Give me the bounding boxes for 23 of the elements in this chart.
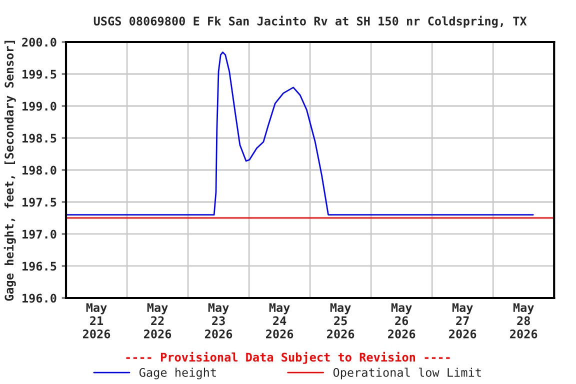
y-axis-title: Gage height, feet, [Secondary Sensor] xyxy=(4,40,16,301)
legend-label: Gage height xyxy=(139,368,216,380)
x-tick-label: May 27 2026 xyxy=(449,303,476,338)
x-tick-label: May 21 2026 xyxy=(82,303,110,338)
y-tick-label: 198.5 xyxy=(22,134,56,143)
x-tick-label: May 26 2026 xyxy=(388,303,416,338)
line-series xyxy=(66,52,534,216)
y-tick-label: 200.0 xyxy=(22,38,56,47)
x-tick-label: May 28 2026 xyxy=(510,303,538,338)
y-tick-label: 198.0 xyxy=(22,166,56,175)
x-tick-label: May 24 2026 xyxy=(266,303,294,338)
x-tick-label: May 22 2026 xyxy=(144,303,172,338)
y-tick-label: 196.0 xyxy=(22,294,56,303)
y-tick-label: 197.0 xyxy=(22,230,56,239)
chart-title: USGS 08069800 E Fk San Jacinto Rv at SH 150 nr Coldspring, TX xyxy=(94,16,527,28)
y-tick-label: 196.5 xyxy=(22,262,56,271)
y-tick-label: 197.5 xyxy=(22,198,56,207)
x-tick-label: May 25 2026 xyxy=(327,303,354,338)
y-tick-label: 199.5 xyxy=(22,70,56,79)
x-tick-label: May 23 2026 xyxy=(204,303,232,338)
y-tick-label: 199.0 xyxy=(22,102,56,111)
text: ---- Provisional Data Subject to Revision ---- xyxy=(126,352,450,364)
legend-label: Operational low Limit xyxy=(333,368,481,380)
